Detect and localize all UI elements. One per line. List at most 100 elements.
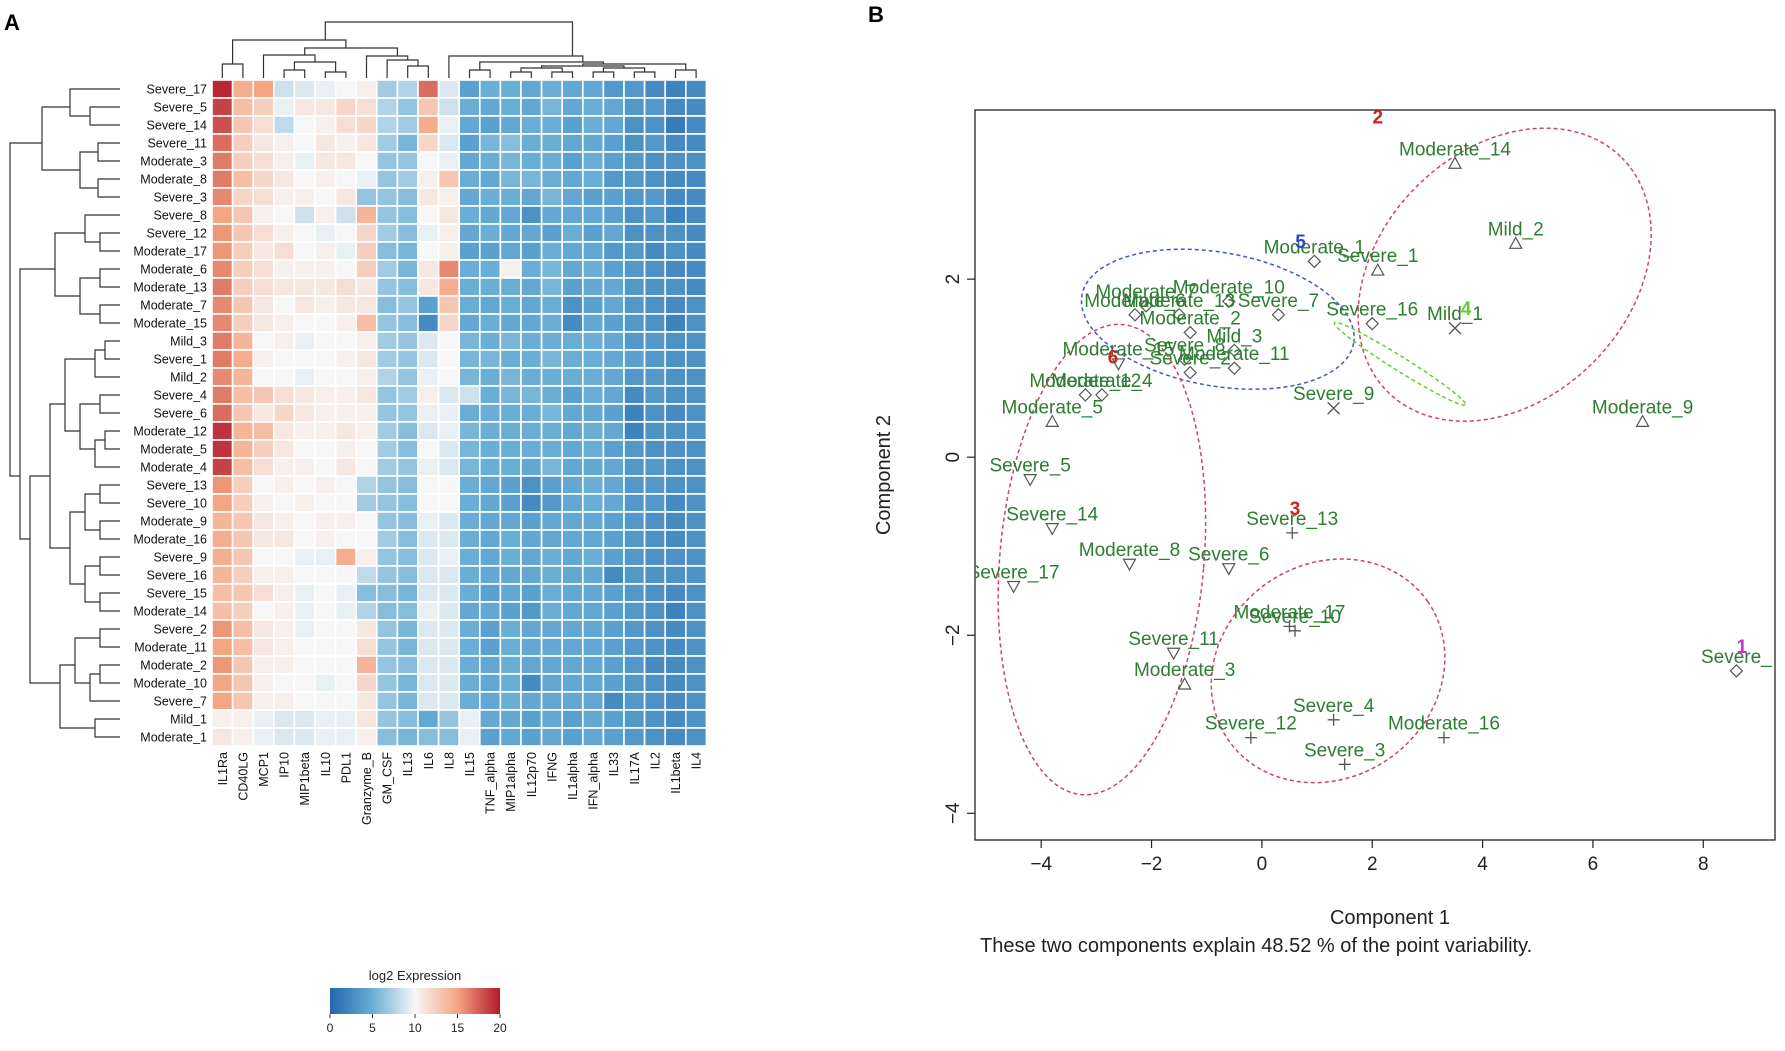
heatmap-cell: [314, 655, 337, 675]
heatmap-cell: [272, 187, 296, 207]
heatmap-cell: [417, 475, 440, 495]
dendrogram-link: [29, 475, 60, 684]
panel-a-label: A: [4, 10, 20, 35]
heatmap-cell: [684, 565, 708, 585]
point-marker: [1447, 156, 1463, 169]
heatmap-cell: [561, 439, 584, 459]
heatmap-cell: [561, 583, 584, 603]
heatmap-cell: [499, 97, 522, 117]
heatmap-cell: [623, 565, 646, 585]
heatmap-cell: [602, 457, 625, 477]
heatmap-cell: [623, 727, 646, 747]
y-tick-label: 0: [943, 452, 964, 463]
dendrogram-link: [99, 268, 120, 288]
heatmap-cell: [334, 97, 358, 117]
heatmap-cell: [643, 259, 666, 279]
heatmap-cell: [684, 79, 708, 99]
heatmap-cell: [355, 259, 378, 279]
heatmap-cell: [602, 115, 625, 135]
dendrogram-link: [94, 349, 120, 378]
heatmap-cell: [643, 241, 666, 261]
heatmap-cell: [561, 151, 584, 171]
heatmap-cell: [314, 691, 337, 711]
point-label: Moderate_12: [1029, 371, 1141, 392]
heatmap-cell: [211, 223, 234, 243]
heatmap-cell: [520, 583, 543, 603]
heatmap-cell: [478, 475, 502, 495]
heatmap-cell: [211, 547, 234, 567]
dendrogram-link: [365, 55, 409, 78]
data-point: Severe_13: [1246, 509, 1338, 539]
heatmap-cell: [458, 205, 481, 225]
heatmap-cell: [602, 133, 625, 153]
row-label: Severe_2: [153, 623, 207, 637]
heatmap-cell: [561, 601, 584, 621]
dendrogram-link: [99, 592, 120, 612]
heatmap-cell: [396, 133, 419, 153]
heatmap-cell: [520, 403, 543, 423]
heatmap-cell: [458, 457, 481, 477]
row-label: Moderate_16: [133, 533, 207, 547]
heatmap-cell: [623, 619, 646, 639]
row-label: Moderate_9: [140, 515, 207, 529]
point-marker: [1327, 401, 1341, 415]
heatmap-cell: [623, 403, 646, 423]
heatmap-cell: [458, 259, 481, 279]
dendrogram-link: [99, 628, 120, 648]
heatmap-cell: [602, 439, 625, 459]
column-label: IP10: [278, 752, 292, 778]
heatmap-cell: [623, 655, 646, 675]
heatmap-cell: [334, 529, 358, 549]
point-label: Moderate_2: [1139, 309, 1240, 330]
heatmap-cell: [643, 223, 666, 243]
heatmap-cell: [581, 565, 605, 585]
heatmap-cell: [252, 223, 275, 243]
heatmap-cell: [314, 403, 337, 423]
heatmap-cell: [581, 79, 605, 99]
row-label: Severe_16: [147, 569, 208, 583]
heatmap-cell: [540, 565, 563, 585]
heatmap-cell: [272, 331, 296, 351]
column-label: IL4: [690, 752, 704, 769]
heatmap-cell: [623, 547, 646, 567]
heatmap-cell: [375, 241, 399, 261]
heatmap-cell: [355, 205, 378, 225]
heatmap-cell: [375, 223, 399, 243]
point-label: Moderate_6: [1084, 291, 1185, 312]
heatmap-cell: [602, 565, 625, 585]
heatmap-cell: [520, 457, 543, 477]
heatmap-cell: [437, 565, 461, 585]
heatmap-cell: [272, 349, 296, 369]
heatmap-cell: [334, 727, 358, 747]
heatmap-cell: [478, 385, 502, 405]
point-label: Severe_16: [1326, 300, 1418, 321]
data-point: Mild_2: [1488, 220, 1544, 249]
heatmap-cell: [334, 367, 358, 387]
heatmap-cell: [293, 133, 316, 153]
heatmap-cell: [478, 529, 502, 549]
heatmap-cell: [458, 421, 481, 441]
heatmap-cell: [458, 295, 481, 315]
legend-tick-label: 20: [493, 1021, 507, 1035]
point-label: Moderate_5: [1002, 398, 1103, 419]
heatmap-cell: [499, 655, 522, 675]
heatmap-cell: [520, 475, 543, 495]
heatmap-cell: [355, 241, 378, 261]
heatmap-cell: [478, 151, 502, 171]
heatmap-cell: [314, 529, 337, 549]
heatmap-cell: [664, 277, 687, 297]
heatmap-cell: [540, 259, 563, 279]
heatmap-cell: [684, 583, 708, 603]
point-marker: [1370, 263, 1385, 276]
heatmap-cell: [499, 547, 522, 567]
heatmap-cell: [211, 493, 234, 513]
heatmap-cell: [664, 601, 687, 621]
heatmap-cell: [664, 511, 687, 531]
heatmap-cell: [252, 151, 275, 171]
heatmap-cell: [478, 367, 502, 387]
point-marker: [1177, 352, 1192, 367]
heatmap-cell: [684, 151, 708, 171]
heatmap-cell: [334, 277, 358, 297]
heatmap-cell: [561, 169, 584, 189]
heatmap-cell: [334, 493, 358, 513]
